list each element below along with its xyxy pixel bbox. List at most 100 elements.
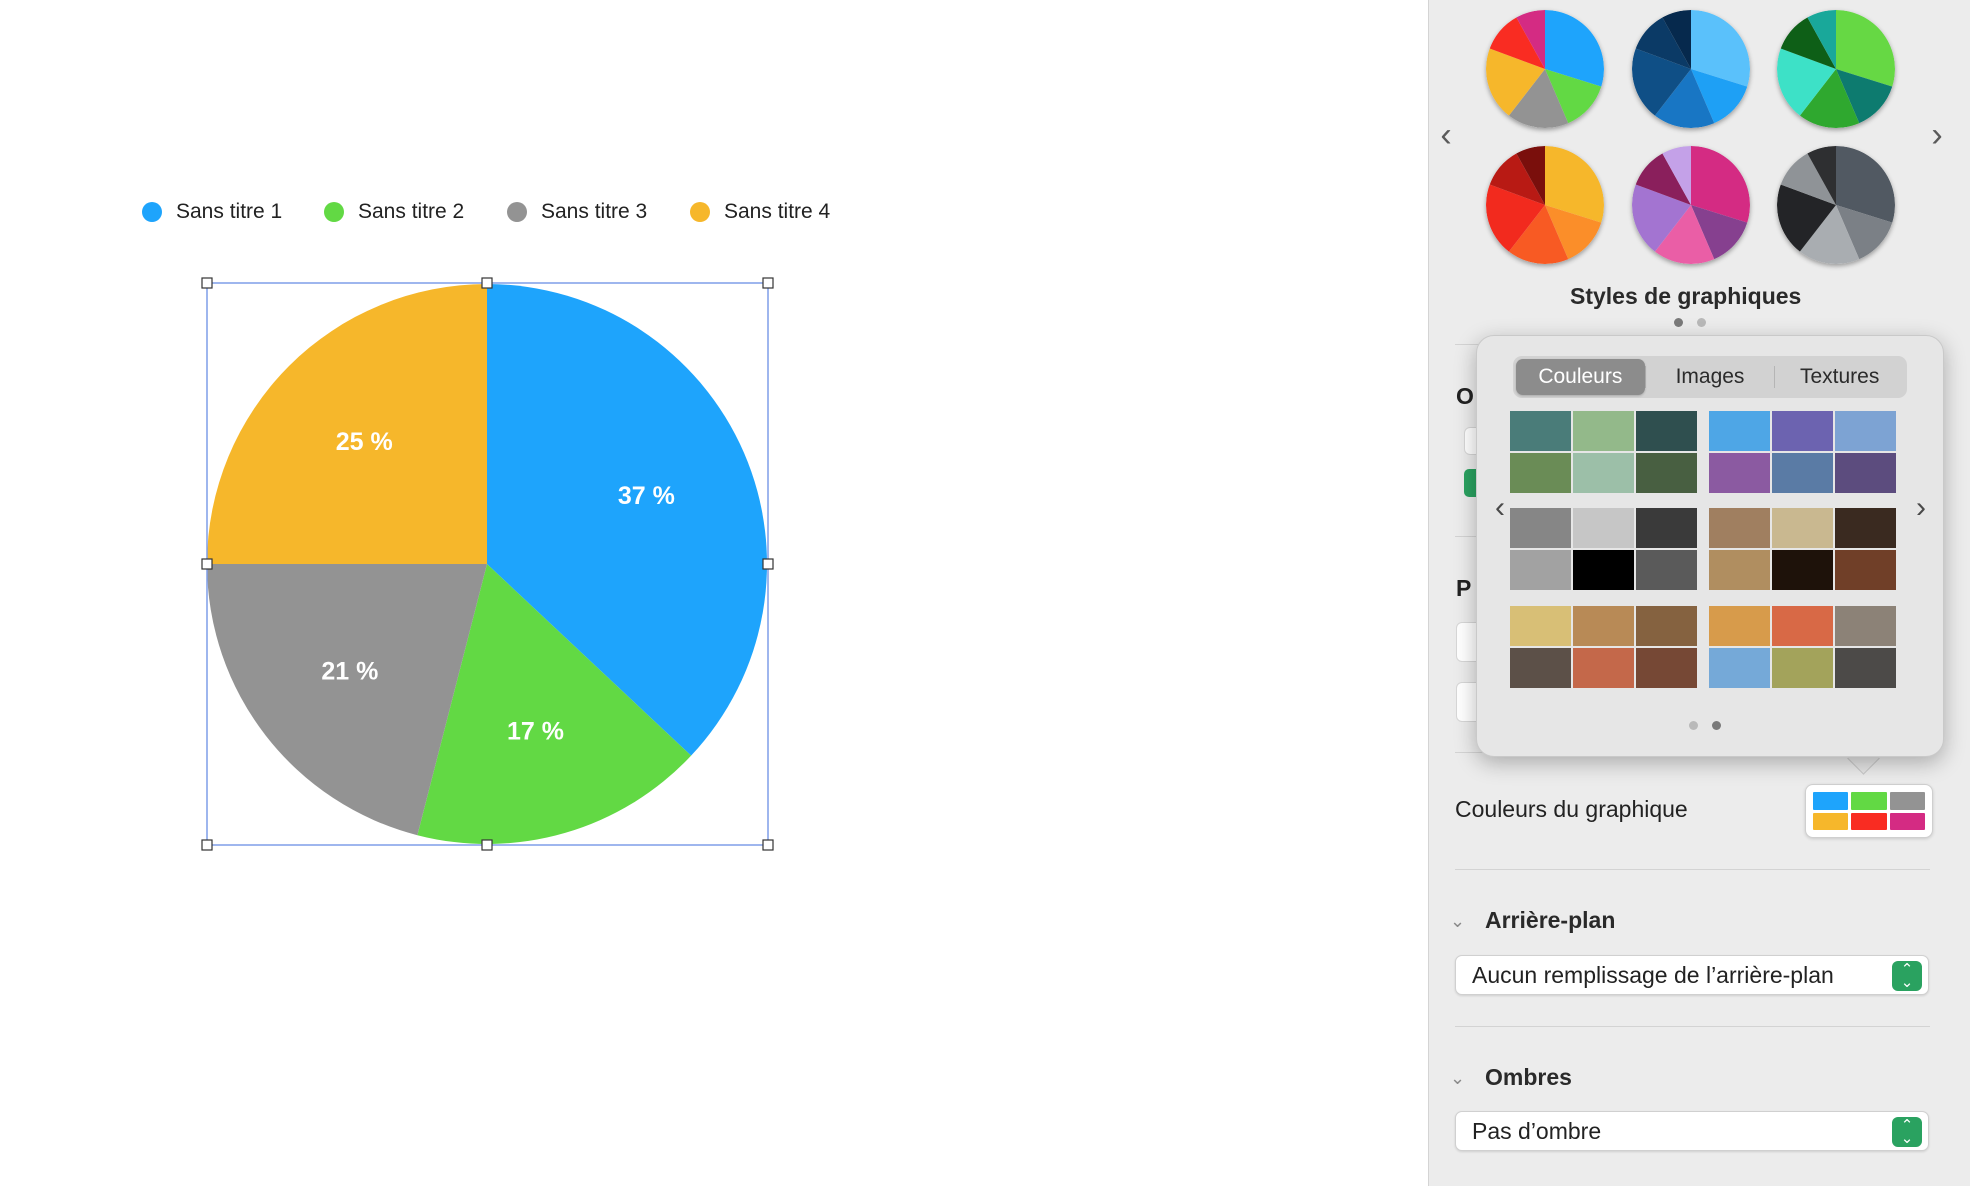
- palette-color-cell[interactable]: [1573, 606, 1634, 646]
- palette-color-cell[interactable]: [1636, 648, 1697, 688]
- popover-tab-control[interactable]: Couleurs Images Textures: [1513, 356, 1907, 398]
- palette-color-cell[interactable]: [1709, 648, 1770, 688]
- selection-handle[interactable]: [762, 277, 774, 289]
- color-palette-2[interactable]: [1709, 411, 1896, 493]
- chart-color-swatch-3: [1889, 792, 1925, 810]
- styles-page-dot-1[interactable]: [1674, 318, 1683, 327]
- styles-prev-chevron-icon[interactable]: ‹: [1440, 115, 1452, 154]
- legend-swatch-3: [507, 202, 527, 222]
- color-palette-6[interactable]: [1709, 606, 1896, 688]
- palette-color-cell[interactable]: [1772, 648, 1833, 688]
- legend-item-2[interactable]: Sans titre 2: [324, 200, 464, 224]
- palette-color-cell[interactable]: [1835, 508, 1896, 548]
- palette-color-cell[interactable]: [1510, 606, 1571, 646]
- legend-label-2: Sans titre 2: [358, 200, 465, 223]
- color-palette-4[interactable]: [1709, 508, 1896, 590]
- palette-color-cell[interactable]: [1835, 411, 1896, 451]
- palette-color-cell[interactable]: [1772, 411, 1833, 451]
- palette-color-cell[interactable]: [1510, 648, 1571, 688]
- chart-style-1-icon[interactable]: [1486, 10, 1604, 128]
- tab-textures[interactable]: Textures: [1799, 365, 1880, 388]
- palette-color-cell[interactable]: [1772, 453, 1833, 493]
- legend-swatch-4: [690, 202, 710, 222]
- shadows-section-title[interactable]: Ombres: [1485, 1064, 1572, 1090]
- palette-color-cell[interactable]: [1709, 411, 1770, 451]
- palette-page-dot-2[interactable]: [1712, 721, 1721, 730]
- palette-color-cell[interactable]: [1573, 648, 1634, 688]
- palette-color-cell[interactable]: [1510, 550, 1571, 590]
- palette-color-cell[interactable]: [1835, 453, 1896, 493]
- palette-next-chevron-icon[interactable]: ›: [1916, 491, 1926, 524]
- chart-style-2-icon[interactable]: [1632, 10, 1750, 128]
- palette-color-cell[interactable]: [1709, 550, 1770, 590]
- legend-item-3[interactable]: Sans titre 3: [507, 200, 647, 224]
- selection-handle[interactable]: [481, 277, 493, 289]
- shadows-disclosure-chevron-icon[interactable]: ⌄: [1450, 1068, 1466, 1088]
- selection-handle[interactable]: [201, 558, 213, 570]
- background-section-title[interactable]: Arrière-plan: [1485, 907, 1616, 933]
- background-disclosure-chevron-icon[interactable]: ⌄: [1450, 911, 1466, 931]
- pie-slice-4[interactable]: [207, 284, 487, 564]
- styles-page-indicator[interactable]: [1674, 318, 1706, 327]
- legend-swatch-1: [142, 202, 162, 222]
- select-stepper-icon[interactable]: ⌃ ⌄: [1892, 961, 1922, 991]
- palette-color-cell[interactable]: [1835, 648, 1896, 688]
- pie-slice-3[interactable]: [207, 564, 487, 836]
- chart-style-6-icon[interactable]: [1777, 146, 1895, 264]
- palette-color-cell[interactable]: [1835, 606, 1896, 646]
- palette-color-cell[interactable]: [1709, 508, 1770, 548]
- styles-page-dot-2[interactable]: [1697, 318, 1706, 327]
- pie-chart[interactable]: 37 % 17 % 21 % 25 %: [0, 0, 1428, 1186]
- palette-page-indicator[interactable]: [1689, 721, 1721, 730]
- palette-color-cell[interactable]: [1510, 453, 1571, 493]
- shadow-value: Pas d’ombre: [1472, 1117, 1602, 1144]
- color-palette-5[interactable]: [1510, 606, 1697, 688]
- chart-style-3-icon[interactable]: [1777, 10, 1895, 128]
- tab-couleurs[interactable]: Couleurs: [1516, 359, 1645, 395]
- color-palette-1[interactable]: [1510, 411, 1697, 493]
- selection-handle[interactable]: [201, 277, 213, 289]
- palette-color-cell[interactable]: [1636, 550, 1697, 590]
- chart-legend[interactable]: Sans titre 1 Sans titre 2 Sans titre 3 S…: [0, 200, 900, 240]
- selection-handle[interactable]: [762, 839, 774, 851]
- shadow-select[interactable]: Pas d’ombre ⌃ ⌄: [1455, 1111, 1929, 1151]
- document-canvas: Sans titre 1 Sans titre 2 Sans titre 3 S…: [0, 0, 1428, 1186]
- palette-prev-chevron-icon[interactable]: ‹: [1495, 491, 1505, 524]
- palette-color-cell[interactable]: [1510, 508, 1571, 548]
- legend-label-3: Sans titre 3: [541, 200, 648, 223]
- palette-color-cell[interactable]: [1510, 411, 1571, 451]
- selection-handle[interactable]: [481, 839, 493, 851]
- palette-color-cell[interactable]: [1636, 606, 1697, 646]
- tab-images[interactable]: Images: [1675, 365, 1745, 388]
- legend-label-4: Sans titre 4: [724, 200, 831, 223]
- palette-color-cell[interactable]: [1573, 508, 1634, 548]
- palette-color-cell[interactable]: [1772, 550, 1833, 590]
- chart-style-4-icon[interactable]: [1486, 146, 1604, 264]
- palette-color-cell[interactable]: [1573, 453, 1634, 493]
- palette-color-cell[interactable]: [1835, 550, 1896, 590]
- palette-color-cell[interactable]: [1636, 508, 1697, 548]
- palette-color-cell[interactable]: [1636, 411, 1697, 451]
- divider: [1455, 869, 1930, 870]
- palette-color-cell[interactable]: [1573, 550, 1634, 590]
- pie-slice-2[interactable]: [417, 564, 692, 844]
- background-fill-select[interactable]: Aucun remplissage de l’arrière-plan ⌃ ⌄: [1455, 955, 1929, 995]
- chart-style-5-icon[interactable]: [1632, 146, 1750, 264]
- palette-color-cell[interactable]: [1772, 606, 1833, 646]
- color-palette-3[interactable]: [1510, 508, 1697, 590]
- chart-colors-well[interactable]: [1805, 784, 1933, 838]
- styles-next-chevron-icon[interactable]: ›: [1931, 115, 1943, 154]
- legend-item-4[interactable]: Sans titre 4: [690, 200, 830, 224]
- chart-color-swatch-1: [1813, 792, 1849, 810]
- legend-item-1[interactable]: Sans titre 1: [142, 200, 282, 224]
- selection-handle[interactable]: [762, 558, 774, 570]
- palette-color-cell[interactable]: [1772, 508, 1833, 548]
- select-stepper-icon[interactable]: ⌃ ⌄: [1892, 1117, 1922, 1147]
- palette-color-cell[interactable]: [1573, 411, 1634, 451]
- pie-slice-1[interactable]: [487, 284, 768, 756]
- palette-color-cell[interactable]: [1636, 453, 1697, 493]
- palette-color-cell[interactable]: [1709, 453, 1770, 493]
- palette-color-cell[interactable]: [1709, 606, 1770, 646]
- palette-page-dot-1[interactable]: [1689, 721, 1698, 730]
- selection-handle[interactable]: [201, 839, 213, 851]
